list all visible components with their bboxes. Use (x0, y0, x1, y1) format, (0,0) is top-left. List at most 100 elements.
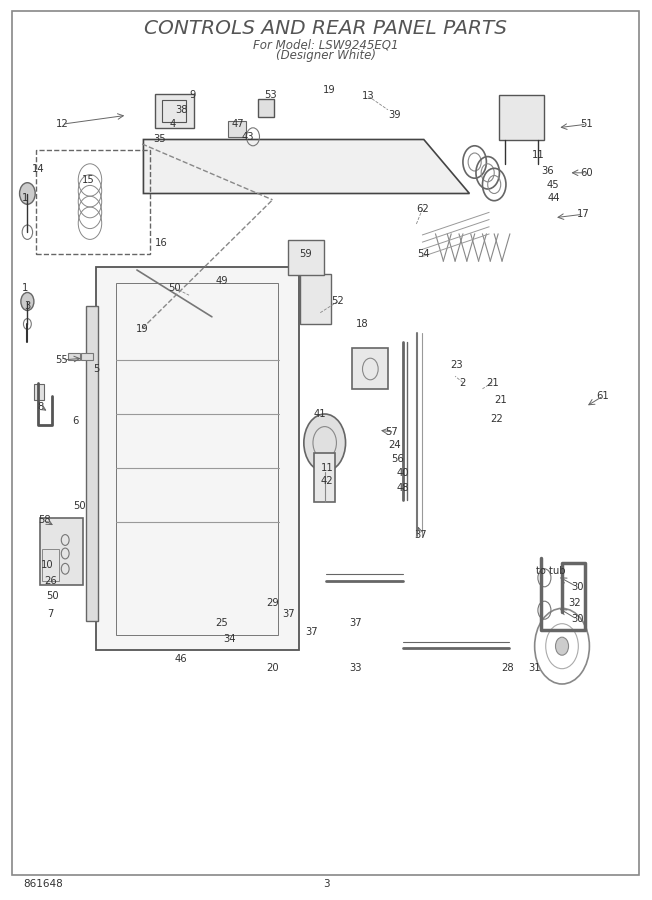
Text: 21: 21 (494, 395, 507, 406)
Text: 26: 26 (44, 575, 57, 586)
Text: 20: 20 (266, 662, 279, 673)
Text: 52: 52 (331, 296, 344, 307)
Bar (96, 267, 299, 650)
Text: 3: 3 (24, 301, 31, 311)
Text: 9: 9 (189, 89, 196, 100)
Text: 34: 34 (223, 634, 236, 644)
Text: 50: 50 (46, 590, 59, 601)
Text: 60: 60 (580, 167, 593, 178)
Text: 6: 6 (72, 416, 78, 427)
Text: 35: 35 (153, 134, 166, 145)
Bar (34, 384, 44, 400)
Bar (300, 274, 331, 324)
Text: 11: 11 (321, 463, 334, 473)
Text: 58: 58 (38, 515, 51, 526)
Text: 25: 25 (215, 617, 228, 628)
Text: 39: 39 (388, 110, 401, 121)
Text: 33: 33 (349, 662, 362, 673)
Text: For Model: LSW9245EQ1: For Model: LSW9245EQ1 (253, 39, 399, 51)
Text: 861648: 861648 (23, 878, 63, 889)
Text: 49: 49 (215, 275, 228, 286)
Bar (258, 99, 274, 117)
Text: 37: 37 (305, 626, 318, 637)
Text: 40: 40 (396, 467, 409, 478)
Text: 42: 42 (321, 476, 334, 487)
Text: 19: 19 (323, 85, 336, 95)
Bar (352, 348, 388, 389)
Text: 24: 24 (388, 440, 401, 451)
Text: 50: 50 (168, 283, 181, 293)
Text: 13: 13 (362, 91, 375, 102)
Text: 2: 2 (460, 377, 466, 388)
Text: 28: 28 (501, 662, 514, 673)
Polygon shape (143, 140, 469, 194)
Text: 57: 57 (385, 427, 398, 437)
Circle shape (20, 183, 35, 204)
Polygon shape (499, 94, 544, 140)
Text: 3: 3 (323, 878, 329, 889)
Bar (86, 306, 98, 621)
Text: (Designer White): (Designer White) (276, 50, 376, 62)
Text: 17: 17 (577, 209, 590, 220)
Text: 46: 46 (175, 653, 188, 664)
Text: 59: 59 (299, 248, 312, 259)
Text: 54: 54 (417, 248, 430, 259)
Text: 12: 12 (55, 119, 68, 130)
Text: 11: 11 (531, 149, 544, 160)
Text: 38: 38 (175, 104, 188, 115)
Text: 41: 41 (313, 409, 326, 419)
Text: 56: 56 (391, 454, 404, 464)
Text: 53: 53 (264, 89, 277, 100)
Text: 61: 61 (597, 391, 610, 401)
Circle shape (556, 637, 569, 655)
Text: 47: 47 (231, 119, 244, 130)
Bar (68, 353, 80, 360)
Text: 37: 37 (414, 530, 427, 541)
Bar (82, 353, 93, 360)
Text: 1: 1 (22, 193, 28, 203)
Bar (36, 150, 150, 254)
Text: 18: 18 (355, 319, 368, 329)
Text: 44: 44 (548, 193, 561, 203)
Text: 45: 45 (546, 179, 559, 190)
Text: 22: 22 (490, 413, 503, 424)
Text: 50: 50 (73, 500, 86, 511)
Text: 8: 8 (37, 401, 44, 412)
Bar (40, 518, 83, 585)
Circle shape (21, 292, 34, 310)
Text: 4: 4 (170, 119, 176, 130)
Text: 30: 30 (570, 614, 584, 625)
Text: 30: 30 (570, 581, 584, 592)
Text: 23: 23 (450, 359, 463, 370)
Bar (116, 284, 278, 634)
Text: 15: 15 (82, 175, 95, 185)
Bar (228, 121, 246, 137)
Bar (162, 100, 186, 122)
Text: 29: 29 (266, 598, 279, 608)
Text: 51: 51 (580, 119, 593, 130)
Text: 5: 5 (93, 364, 100, 374)
Text: 10: 10 (40, 560, 53, 571)
Bar (314, 453, 335, 502)
Text: 48: 48 (396, 482, 409, 493)
Circle shape (304, 414, 346, 472)
Text: 55: 55 (55, 355, 68, 365)
Text: 43: 43 (241, 131, 254, 142)
Text: 14: 14 (31, 164, 44, 175)
Text: 37: 37 (282, 608, 295, 619)
Text: 36: 36 (541, 166, 554, 176)
Text: 62: 62 (416, 203, 429, 214)
Text: 31: 31 (528, 662, 541, 673)
Text: 7: 7 (48, 608, 54, 619)
Text: 1: 1 (22, 283, 28, 293)
Text: 21: 21 (486, 377, 499, 388)
Bar (42, 549, 59, 580)
Bar (155, 94, 194, 128)
Text: 19: 19 (136, 323, 149, 334)
Text: to tub: to tub (536, 566, 566, 577)
Text: 37: 37 (349, 617, 362, 628)
Bar (288, 240, 324, 274)
Text: 32: 32 (569, 598, 582, 608)
Text: 16: 16 (155, 238, 168, 248)
Text: CONTROLS AND REAR PANEL PARTS: CONTROLS AND REAR PANEL PARTS (145, 19, 507, 39)
